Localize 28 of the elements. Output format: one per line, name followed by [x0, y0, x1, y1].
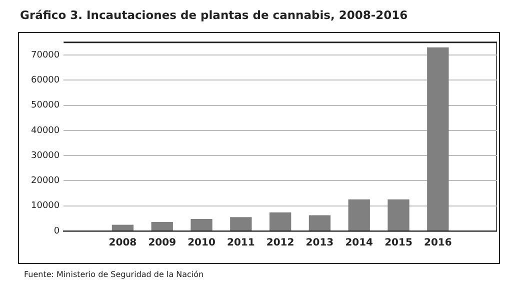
- x-tick-label: 2012: [266, 238, 294, 249]
- y-tick-label: 50000: [30, 100, 60, 111]
- y-tick-label: 30000: [30, 150, 60, 161]
- y-tick-label: 70000: [30, 50, 60, 60]
- x-tick-label: 2015: [384, 238, 412, 249]
- bar: [427, 47, 449, 230]
- y-tick-label: 20000: [30, 176, 60, 186]
- x-tick-label: 2010: [188, 238, 216, 249]
- bar: [388, 199, 410, 230]
- bar: [112, 224, 134, 230]
- bar: [230, 217, 252, 230]
- x-tick-label: 2008: [108, 238, 137, 249]
- chart-title: Gráfico 3. Incautaciones de plantas de cannabis, 2008-2016: [20, 8, 409, 22]
- bar: [308, 215, 331, 230]
- bar: [269, 212, 292, 230]
- y-tick-label: 40000: [30, 126, 60, 136]
- source-note: Fuente: Ministerio de Seguridad de la Nación: [24, 270, 205, 279]
- y-tick-label: 60000: [30, 75, 60, 86]
- bar: [151, 222, 173, 230]
- bar: [348, 199, 370, 230]
- x-tick-label: 2016: [424, 238, 452, 249]
- x-tick-label: 2014: [345, 238, 374, 249]
- bar: [190, 219, 212, 230]
- y-tick-label: 10000: [30, 201, 60, 212]
- y-tick-label: 0: [54, 226, 60, 236]
- x-tick-label: 2009: [148, 238, 176, 249]
- x-tick-label: 2013: [306, 238, 334, 249]
- x-tick-label: 2011: [226, 238, 255, 249]
